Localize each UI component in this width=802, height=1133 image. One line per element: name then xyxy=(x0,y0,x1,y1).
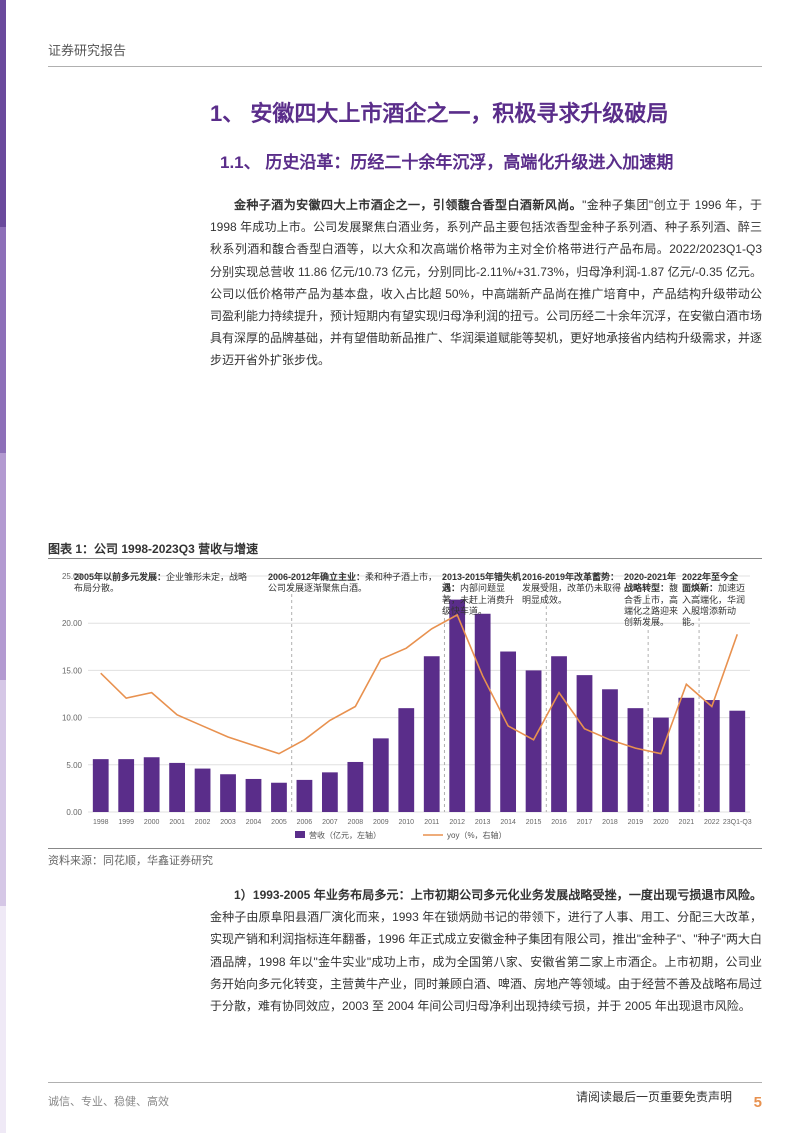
figure-source-rule xyxy=(48,848,762,849)
svg-text:2009: 2009 xyxy=(373,819,389,826)
svg-text:2017: 2017 xyxy=(577,819,593,826)
figure-source: 资料来源：同花顺，华鑫证券研究 xyxy=(48,852,213,868)
figure-caption: 图表 1：公司 1998-2023Q3 营收与增速 xyxy=(48,540,258,557)
svg-text:2015: 2015 xyxy=(526,819,542,826)
svg-text:2005: 2005 xyxy=(271,819,287,826)
para1-body: "金种子集团"创立于 1996 年，于 1998 年成功上市。公司发展聚焦白酒业… xyxy=(210,198,762,367)
para2-body: 金种子由原阜阳县酒厂演化而来，1993 年在锁炳勋书记的带领下，进行了人事、用工… xyxy=(210,910,762,1013)
svg-text:2007: 2007 xyxy=(322,819,338,826)
main-content: 1、 安徽四大上市酒企之一，积极寻求升级破局 1.1、 历史沿革：历经二十余年沉… xyxy=(210,96,762,372)
svg-text:2002: 2002 xyxy=(195,819,211,826)
svg-text:2003: 2003 xyxy=(220,819,236,826)
svg-text:2004: 2004 xyxy=(246,819,262,826)
svg-text:2021: 2021 xyxy=(679,819,695,826)
secondary-content: 1）1993-2005 年业务布局多元：上市初期公司多元化业务发展战略受挫，一度… xyxy=(210,884,762,1017)
revenue-chart: 0.00 5.00 10.00 15.00 20.00 25.00 1998 1999 2000… xyxy=(48,566,762,846)
accent-bars xyxy=(0,0,6,1133)
page-number: 5 xyxy=(754,1094,762,1111)
footer-rule xyxy=(48,1082,762,1083)
svg-text:5.00: 5.00 xyxy=(66,761,82,770)
svg-text:2020: 2020 xyxy=(653,819,669,826)
svg-text:2018: 2018 xyxy=(602,819,618,826)
svg-text:15.00: 15.00 xyxy=(62,666,83,675)
svg-text:20.00: 20.00 xyxy=(62,619,83,628)
svg-text:yoy（%，右轴）: yoy（%，右轴） xyxy=(447,830,507,840)
svg-text:2000: 2000 xyxy=(144,819,160,826)
header-label: 证券研究报告 xyxy=(48,40,126,59)
svg-text:2010: 2010 xyxy=(398,819,414,826)
svg-text:2014: 2014 xyxy=(500,819,516,826)
figure-caption-rule xyxy=(48,558,762,559)
svg-text:营收（亿元，左轴）: 营收（亿元，左轴） xyxy=(309,830,381,840)
svg-text:2013: 2013 xyxy=(475,819,491,826)
footer-left: 诚信、专业、稳健、高效 xyxy=(48,1093,169,1109)
svg-text:2006: 2006 xyxy=(297,819,313,826)
para1-lead: 金种子酒为安徽四大上市酒企之一，引领馥合香型白酒新风尚。 xyxy=(234,198,582,212)
svg-text:2016: 2016 xyxy=(551,819,567,826)
paragraph-1: 金种子酒为安徽四大上市酒企之一，引领馥合香型白酒新风尚。"金种子集团"创立于 1… xyxy=(210,194,762,372)
svg-text:2001: 2001 xyxy=(169,819,185,826)
svg-text:2012: 2012 xyxy=(449,819,465,826)
heading-2: 1.1、 历史沿革：历经二十余年沉浮，高端化升级进入加速期 xyxy=(210,149,762,178)
svg-text:2008: 2008 xyxy=(348,819,364,826)
svg-text:10.00: 10.00 xyxy=(62,714,83,723)
para2-lead: 1）1993-2005 年业务布局多元：上市初期公司多元化业务发展战略受挫，一度… xyxy=(234,888,762,902)
svg-text:2019: 2019 xyxy=(628,819,644,826)
svg-text:25.00: 25.00 xyxy=(62,572,83,581)
footer-right: 请阅读最后一页重要免责声明 xyxy=(576,1088,732,1105)
svg-text:1999: 1999 xyxy=(118,819,134,826)
svg-text:2011: 2011 xyxy=(424,819,439,826)
svg-text:2022: 2022 xyxy=(704,819,720,826)
chart-svg: 0.00 5.00 10.00 15.00 20.00 25.00 1998 1999 2000… xyxy=(48,566,762,846)
svg-text:1998: 1998 xyxy=(93,819,109,826)
svg-text:0.00: 0.00 xyxy=(66,808,82,817)
heading-1: 1、 安徽四大上市酒企之一，积极寻求升级破局 xyxy=(210,96,762,131)
header-rule xyxy=(48,66,762,67)
paragraph-2: 1）1993-2005 年业务布局多元：上市初期公司多元化业务发展战略受挫，一度… xyxy=(210,884,762,1017)
svg-text:23Q1-Q3: 23Q1-Q3 xyxy=(723,819,752,826)
